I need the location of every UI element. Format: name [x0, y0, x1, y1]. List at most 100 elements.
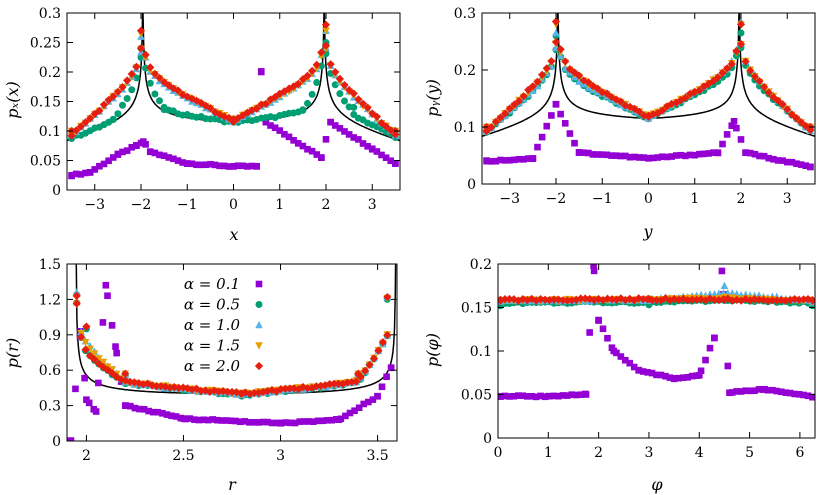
data-point — [558, 296, 568, 305]
data-point — [765, 154, 773, 162]
y-tick-label: 0 — [52, 183, 61, 199]
data-point — [322, 136, 330, 143]
data-point — [617, 152, 625, 160]
x-tick-label: 1 — [690, 191, 699, 207]
data-point — [792, 113, 801, 123]
data-point — [146, 79, 154, 87]
data-point — [145, 407, 152, 415]
data-point — [648, 369, 656, 377]
x-tick-label: 2 — [82, 448, 91, 464]
x-tick-label: −2 — [131, 197, 152, 213]
data-point — [264, 418, 271, 426]
data-point — [551, 17, 561, 26]
legend-marker — [255, 280, 263, 288]
data-point — [548, 112, 555, 119]
panel-top-left: −3 −2 −1 0 1 2 3 0 0.05 0.1 0.15 0.2 0.25 0.3 x pₓ(x) — [3, 6, 401, 244]
legend-marker — [255, 320, 263, 329]
data-point — [239, 162, 247, 170]
data-point — [95, 379, 102, 387]
data-point — [281, 130, 288, 138]
data-point — [100, 160, 108, 168]
data-point — [635, 366, 643, 374]
data-point — [125, 377, 135, 386]
data-point — [552, 100, 560, 108]
x-tick-label: 6 — [795, 445, 804, 461]
data-point — [561, 57, 570, 66]
data-point — [644, 369, 651, 376]
data-point — [207, 160, 214, 168]
data-point — [682, 152, 689, 160]
data-point — [736, 39, 746, 49]
data-point — [644, 111, 653, 120]
data-point — [102, 281, 110, 289]
data-point — [567, 296, 576, 305]
data-point — [305, 418, 313, 425]
data-point — [99, 363, 108, 372]
data-point — [524, 155, 532, 162]
data-point — [769, 93, 778, 102]
data-point — [90, 355, 99, 364]
data-point — [298, 382, 308, 392]
data-point — [696, 150, 703, 158]
data-point — [621, 295, 630, 305]
data-point — [230, 163, 237, 170]
data-point — [220, 162, 228, 170]
data-point — [754, 295, 764, 304]
data-point — [241, 418, 249, 425]
data-point — [603, 151, 611, 159]
data-point — [723, 131, 731, 138]
data-point — [114, 151, 122, 158]
data-point — [77, 333, 86, 342]
data-point — [355, 136, 362, 143]
data-point — [99, 319, 107, 326]
data-point — [732, 46, 741, 56]
data-point — [608, 152, 615, 159]
data-point — [501, 109, 510, 118]
data-point — [532, 393, 540, 401]
data-point — [237, 389, 246, 398]
data-point — [123, 95, 131, 103]
data-point — [686, 151, 694, 159]
data-point — [132, 62, 141, 71]
data-point — [282, 419, 290, 426]
data-point — [300, 418, 308, 425]
data-point — [736, 20, 746, 29]
data-point — [635, 107, 644, 116]
data-point — [72, 299, 81, 308]
data-point — [568, 391, 576, 398]
data-point — [131, 404, 139, 412]
data-point — [577, 391, 585, 398]
x-tick-label: −3 — [84, 197, 105, 213]
legend-entry-label: α = 2.0 — [184, 357, 241, 375]
data-point — [183, 160, 191, 167]
data-point — [72, 170, 80, 178]
data-point — [515, 392, 522, 399]
data-point — [383, 330, 392, 340]
data-point — [559, 392, 567, 399]
data-point — [214, 387, 223, 396]
data-point — [308, 147, 316, 155]
data-point — [148, 381, 157, 390]
data-point — [303, 384, 312, 393]
data-point — [584, 78, 593, 87]
data-point — [528, 82, 537, 91]
data-point — [369, 354, 379, 363]
data-point — [341, 97, 348, 105]
data-point — [770, 155, 777, 163]
data-point — [136, 405, 143, 413]
data-point — [127, 69, 136, 79]
data-point — [537, 392, 544, 400]
data-point — [95, 106, 104, 115]
data-point — [501, 157, 509, 164]
data-point — [328, 416, 335, 424]
data-point — [365, 360, 374, 370]
data-point — [506, 393, 513, 400]
data-point — [169, 84, 178, 93]
data-point — [350, 103, 358, 111]
data-point — [551, 37, 561, 47]
data-point — [808, 296, 815, 305]
data-point — [304, 99, 311, 107]
data-point — [72, 126, 81, 135]
data-point — [178, 90, 187, 99]
data-point — [335, 74, 344, 83]
